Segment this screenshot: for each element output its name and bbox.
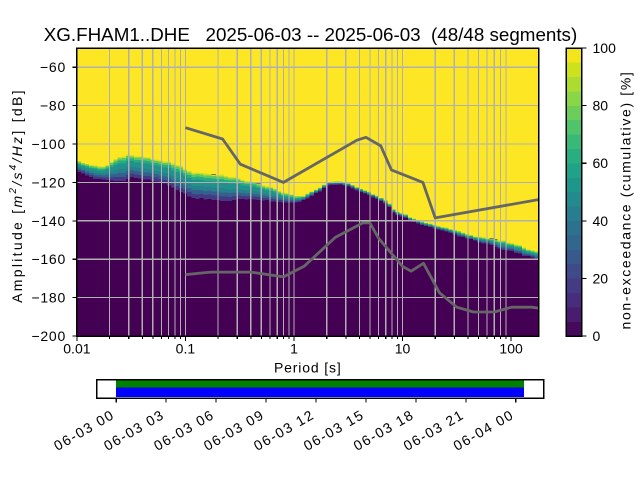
svg-text:0.01: 0.01: [63, 341, 90, 357]
svg-text:10: 10: [395, 341, 411, 357]
svg-text:100: 100: [593, 40, 617, 56]
svg-text:−80: −80: [40, 98, 66, 114]
svg-text:XG.FHAM1..DHE 2025-06-03 --: XG.FHAM1..DHE 2025-06-03 -- 2025-06-03 (…: [44, 24, 577, 45]
svg-text:1: 1: [290, 341, 298, 357]
svg-text:non-exceedance (cumulative) [%: non-exceedance (cumulative) [%]: [618, 71, 634, 330]
svg-text:100: 100: [499, 341, 523, 357]
svg-text:−180: −180: [31, 290, 66, 306]
svg-text:0.1: 0.1: [176, 341, 196, 357]
svg-text:0: 0: [593, 328, 601, 344]
svg-text:−200: −200: [31, 328, 66, 344]
svg-text:60: 60: [593, 155, 609, 171]
svg-text:Amplitude [m2/s4/Hz] [dB]: Amplitude [m2/s4/Hz] [dB]: [8, 88, 25, 303]
svg-text:−60: −60: [40, 59, 66, 75]
svg-text:40: 40: [593, 213, 609, 229]
svg-text:−100: −100: [31, 136, 66, 152]
svg-text:20: 20: [593, 270, 609, 286]
svg-text:−120: −120: [31, 174, 66, 190]
svg-text:−140: −140: [31, 213, 66, 229]
svg-text:80: 80: [593, 98, 609, 114]
svg-text:−160: −160: [31, 251, 66, 267]
svg-text:Period [s]: Period [s]: [274, 360, 342, 376]
